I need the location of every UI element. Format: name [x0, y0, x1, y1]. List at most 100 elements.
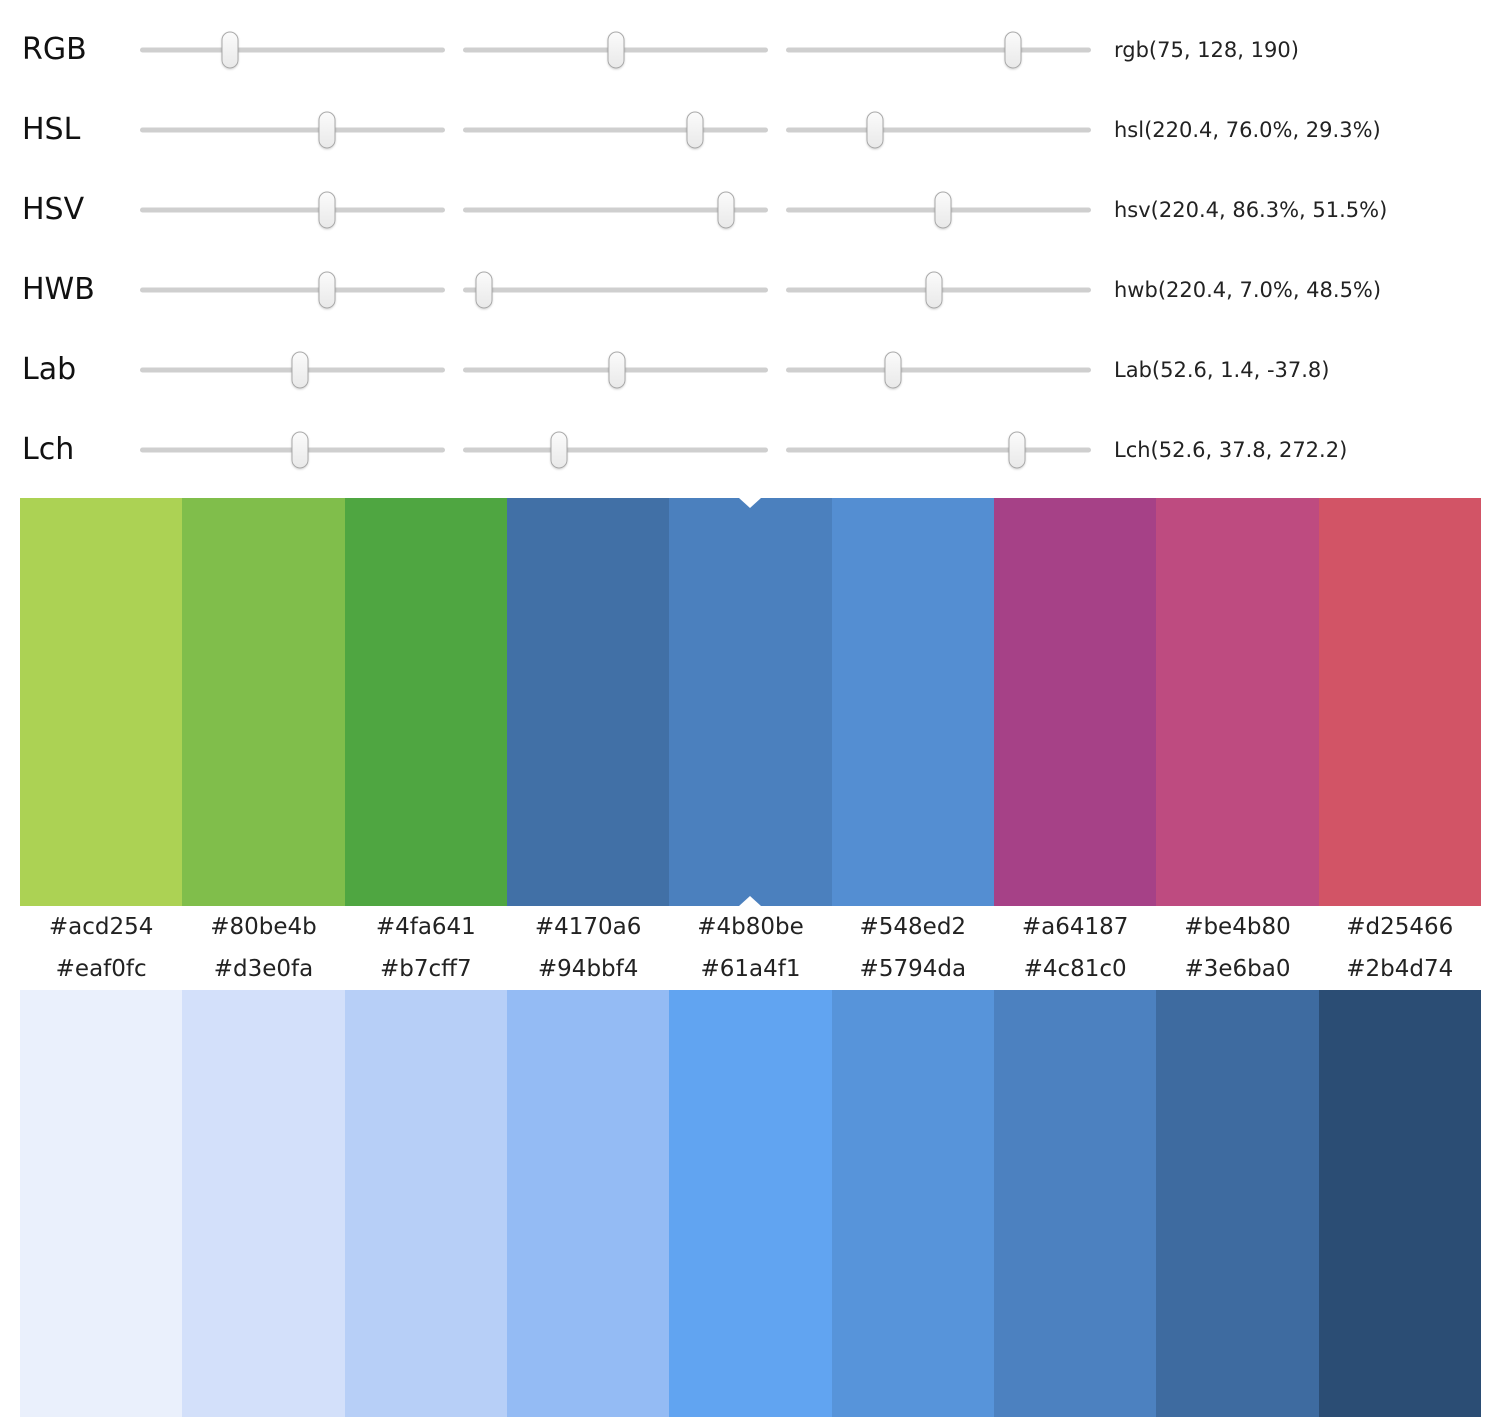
color-value-readout-hsv: hsv(220.4, 86.3%, 51.5%) — [1114, 198, 1388, 222]
color-value-readout-hsl: hsl(220.4, 76.0%, 29.3%) — [1114, 118, 1381, 142]
slider-track[interactable] — [463, 287, 768, 293]
palette-swatch-4170a6[interactable] — [506, 498, 670, 906]
slider-row-rgb: RGB rgb(75, 128, 190) — [0, 10, 1501, 90]
slider-track[interactable] — [140, 207, 445, 213]
slider-hsl-channel-2[interactable] — [463, 110, 768, 150]
hex-label: #a64187 — [1021, 914, 1129, 940]
slider-thumb[interactable] — [608, 351, 626, 389]
slider-track[interactable] — [140, 287, 445, 293]
hex-label: #61a4f1 — [700, 956, 801, 982]
palette-swatch-548ed2[interactable] — [831, 498, 994, 906]
slider-group-lab — [140, 350, 1091, 390]
palette-top-hex-labels: #acd254 #80be4b #4fa641 #4170a6 #4b80be #548e… — [20, 906, 1481, 948]
palette-swatch-b7cff7[interactable] — [344, 990, 507, 1417]
palette-swatch-acd254[interactable] — [20, 498, 183, 906]
slider-lch-channel-2[interactable] — [463, 430, 768, 470]
colorspace-label-lab: Lab — [22, 352, 77, 387]
slider-row-hwb: HWB hwb(220.4, 7.0%, 48.5%) — [0, 250, 1501, 330]
colorspace-label-hsl: HSL — [22, 112, 81, 147]
slider-thumb[interactable] — [607, 31, 625, 69]
slider-group-lch — [140, 430, 1091, 470]
slider-thumb[interactable] — [291, 351, 309, 389]
slider-track[interactable] — [140, 127, 445, 133]
slider-group-hwb — [140, 270, 1091, 310]
color-value-readout-lab: Lab(52.6, 1.4, -37.8) — [1114, 358, 1330, 382]
slider-hsv-channel-3[interactable] — [786, 190, 1091, 230]
slider-thumb[interactable] — [925, 271, 943, 309]
palette-swatch-4fa641[interactable] — [344, 498, 507, 906]
color-value-readout-lch: Lch(52.6, 37.8, 272.2) — [1114, 438, 1348, 462]
slider-thumb[interactable] — [318, 111, 336, 149]
slider-rgb-channel-1[interactable] — [140, 30, 445, 70]
slider-track[interactable] — [786, 447, 1091, 453]
palette-swatch-2b4d74[interactable] — [1318, 990, 1481, 1417]
palette-swatch-eaf0fc[interactable] — [20, 990, 183, 1417]
palette-swatch-5794da[interactable] — [831, 990, 994, 1417]
palette-swatch-4c81c0[interactable] — [993, 990, 1157, 1417]
slider-thumb[interactable] — [318, 271, 336, 309]
slider-hsv-channel-1[interactable] — [140, 190, 445, 230]
slider-hwb-channel-1[interactable] — [140, 270, 445, 310]
colorspace-label-lch: Lch — [22, 432, 75, 467]
slider-lch-channel-3[interactable] — [786, 430, 1091, 470]
color-value-readout-hwb: hwb(220.4, 7.0%, 48.5%) — [1114, 278, 1382, 302]
slider-lab-channel-3[interactable] — [786, 350, 1091, 390]
slider-rgb-channel-3[interactable] — [786, 30, 1091, 70]
slider-thumb[interactable] — [1004, 31, 1022, 69]
slider-thumb[interactable] — [884, 351, 902, 389]
palette-swatch-d3e0fa[interactable] — [182, 990, 345, 1417]
colorspace-label-hsv: HSV — [22, 192, 85, 227]
slider-row-lab: Lab Lab(52.6, 1.4, -37.8) — [0, 330, 1501, 410]
slider-thumb[interactable] — [717, 191, 735, 229]
selected-caret-bottom-icon — [739, 896, 762, 906]
palette-swatch-be4b80[interactable] — [1156, 498, 1319, 906]
hex-label: #4c81c0 — [1023, 956, 1127, 982]
slider-row-hsl: HSL hsl(220.4, 76.0%, 29.3%) — [0, 90, 1501, 170]
slider-thumb[interactable] — [686, 111, 704, 149]
slider-thumb[interactable] — [291, 431, 309, 469]
slider-hsl-channel-3[interactable] — [786, 110, 1091, 150]
hex-label: #b7cff7 — [380, 956, 472, 982]
slider-track[interactable] — [786, 47, 1091, 53]
palette-swatch-61a4f1[interactable] — [669, 990, 832, 1417]
slider-thumb[interactable] — [475, 271, 493, 309]
slider-group-hsv — [140, 190, 1091, 230]
hex-label: #4fa641 — [375, 914, 476, 940]
slider-hsv-channel-2[interactable] — [463, 190, 768, 230]
slider-track[interactable] — [140, 47, 445, 53]
hex-label: #548ed2 — [859, 914, 967, 940]
slider-hwb-channel-2[interactable] — [463, 270, 768, 310]
slider-track[interactable] — [786, 127, 1091, 133]
slider-lch-channel-1[interactable] — [140, 430, 445, 470]
palette-top — [20, 498, 1481, 906]
palette-swatch-94bbf4[interactable] — [506, 990, 670, 1417]
slider-track[interactable] — [463, 127, 768, 133]
slider-thumb[interactable] — [221, 31, 239, 69]
selected-caret-top-icon — [739, 498, 762, 508]
slider-rgb-channel-2[interactable] — [463, 30, 768, 70]
slider-thumb[interactable] — [318, 191, 336, 229]
slider-thumb[interactable] — [934, 191, 952, 229]
slider-lab-channel-1[interactable] — [140, 350, 445, 390]
slider-thumb[interactable] — [1008, 431, 1026, 469]
palette-swatch-3e6ba0[interactable] — [1156, 990, 1319, 1417]
slider-track[interactable] — [463, 207, 768, 213]
slider-track[interactable] — [786, 367, 1091, 373]
slider-row-hsv: HSV hsv(220.4, 86.3%, 51.5%) — [0, 170, 1501, 250]
slider-track[interactable] — [463, 447, 768, 453]
slider-thumb[interactable] — [866, 111, 884, 149]
palette-swatch-80be4b[interactable] — [182, 498, 345, 906]
colorspace-label-hwb: HWB — [22, 272, 95, 307]
palette-swatch-a64187[interactable] — [993, 498, 1157, 906]
color-value-readout-rgb: rgb(75, 128, 190) — [1114, 38, 1299, 62]
hex-label: #5794da — [859, 956, 967, 982]
palette-swatch-d25466[interactable] — [1318, 498, 1481, 906]
hex-label: #80be4b — [210, 914, 317, 940]
slider-thumb[interactable] — [550, 431, 568, 469]
hex-label: #94bbf4 — [537, 956, 639, 982]
slider-hsl-channel-1[interactable] — [140, 110, 445, 150]
palette-swatch-4b80be[interactable] — [669, 498, 832, 906]
slider-lab-channel-2[interactable] — [463, 350, 768, 390]
slider-hwb-channel-3[interactable] — [786, 270, 1091, 310]
